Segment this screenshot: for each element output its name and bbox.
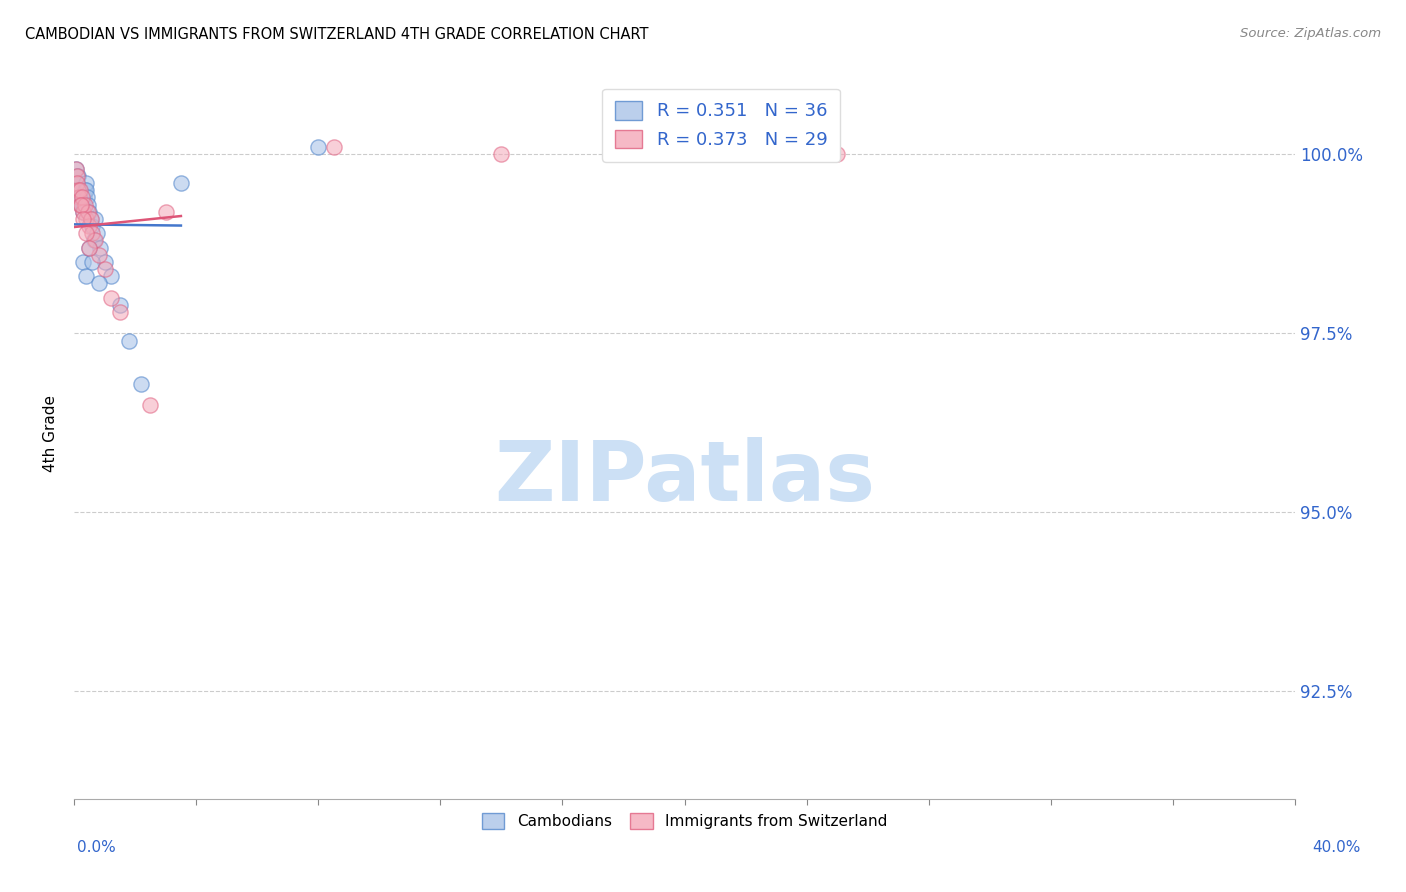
Point — [80, 211, 103, 226]
Point — [118, 334, 141, 348]
Point — [69, 197, 91, 211]
Point — [84, 211, 107, 226]
Point — [70, 190, 93, 204]
Text: CAMBODIAN VS IMMIGRANTS FROM SWITZERLAND 4TH GRADE CORRELATION CHART: CAMBODIAN VS IMMIGRANTS FROM SWITZERLAND… — [25, 27, 648, 42]
Point — [76, 197, 98, 211]
Point — [322, 140, 344, 154]
Point — [87, 277, 110, 291]
Point — [75, 183, 97, 197]
Point — [77, 240, 100, 254]
Point — [825, 147, 848, 161]
Point — [69, 197, 91, 211]
Point — [79, 204, 101, 219]
Point — [73, 197, 96, 211]
Point — [75, 176, 97, 190]
Text: 40.0%: 40.0% — [1313, 839, 1361, 855]
Point — [86, 226, 108, 240]
Point — [72, 197, 94, 211]
Point — [65, 161, 87, 176]
Point — [66, 169, 89, 183]
Point — [82, 219, 104, 233]
Point — [87, 248, 110, 262]
Point — [89, 240, 111, 254]
Point — [65, 169, 87, 183]
Point — [79, 219, 101, 233]
Point — [93, 262, 115, 277]
Y-axis label: 4th Grade: 4th Grade — [44, 395, 58, 472]
Point — [69, 183, 91, 197]
Point — [65, 169, 87, 183]
Point — [75, 269, 97, 284]
Text: ZIPatlas: ZIPatlas — [494, 437, 875, 518]
Legend: Cambodians, Immigrants from Switzerland: Cambodians, Immigrants from Switzerland — [475, 806, 894, 835]
Point — [69, 183, 91, 197]
Point — [66, 183, 89, 197]
Point — [73, 190, 96, 204]
Point — [69, 197, 91, 211]
Point — [76, 190, 98, 204]
Point — [69, 190, 91, 204]
Point — [72, 204, 94, 219]
Point — [82, 226, 104, 240]
Point — [155, 204, 177, 219]
Text: 0.0%: 0.0% — [77, 839, 117, 855]
Point — [66, 176, 89, 190]
Point — [307, 140, 329, 154]
Text: Source: ZipAtlas.com: Source: ZipAtlas.com — [1240, 27, 1381, 40]
Point — [73, 183, 96, 197]
Point — [66, 176, 89, 190]
Point — [100, 291, 122, 305]
Point — [82, 255, 104, 269]
Point — [65, 161, 87, 176]
Point — [79, 240, 101, 254]
Point — [491, 147, 513, 161]
Point — [93, 255, 115, 269]
Point — [83, 233, 105, 247]
Point — [72, 204, 94, 219]
Point — [108, 305, 131, 319]
Point — [129, 376, 152, 391]
Point — [170, 176, 193, 190]
Point — [70, 190, 93, 204]
Point — [100, 269, 122, 284]
Point — [76, 204, 98, 219]
Point — [80, 211, 103, 226]
Point — [75, 211, 97, 226]
Point — [84, 233, 107, 247]
Point — [72, 211, 94, 226]
Point — [139, 398, 162, 412]
Point — [108, 298, 131, 312]
Point — [67, 183, 90, 197]
Point — [75, 226, 97, 240]
Point — [72, 255, 94, 269]
Point — [67, 190, 90, 204]
